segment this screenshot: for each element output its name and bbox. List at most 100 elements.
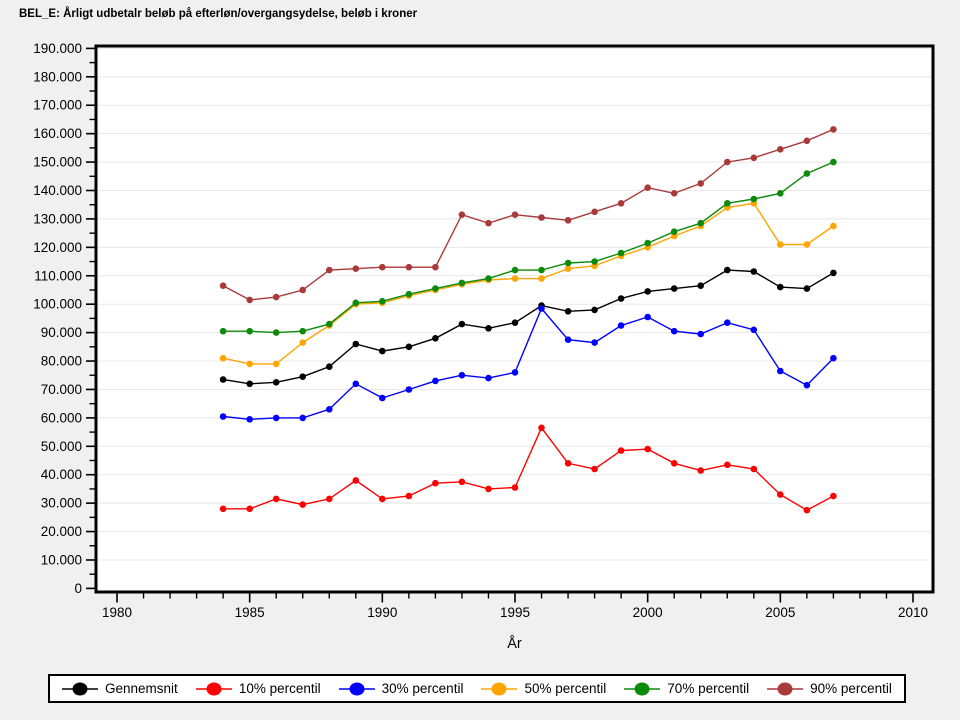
data-point <box>458 371 466 379</box>
series-30-percentil <box>219 305 837 423</box>
series-line-30-percentil <box>223 307 834 421</box>
line-chart-plot: 0 10.000 20.000 30.000 40.000 50.000 60.000 70.… <box>33 41 935 652</box>
data-point <box>299 327 307 335</box>
data-point <box>299 286 307 294</box>
y-tick-label: 190.000 <box>33 41 82 56</box>
y-tick-label: 140.000 <box>33 183 82 198</box>
data-point <box>405 290 413 298</box>
data-point <box>219 505 227 513</box>
data-point <box>326 406 333 413</box>
data-point <box>219 282 227 290</box>
legend-marker-icon <box>195 682 232 695</box>
series-line-50-percentil <box>222 202 834 365</box>
data-point <box>591 465 598 473</box>
y-tick-label: 60.000 <box>41 410 82 425</box>
data-point <box>777 491 784 498</box>
data-point <box>352 380 360 388</box>
data-point <box>458 211 466 218</box>
data-point <box>246 505 253 513</box>
data-point <box>485 275 492 282</box>
series-line-gennemsnit <box>222 269 834 385</box>
data-point <box>326 266 333 274</box>
y-tick-label: 120.000 <box>33 240 82 255</box>
data-point <box>830 492 837 500</box>
data-point <box>777 146 784 153</box>
y-tick-label: 30.000 <box>41 496 82 511</box>
data-point <box>803 137 811 145</box>
y-tick-label: 10.000 <box>41 552 82 567</box>
legend-item-50-percentil: 50% percentil <box>481 680 606 698</box>
data-point <box>670 190 678 197</box>
data-point <box>617 322 625 329</box>
data-point <box>299 414 307 422</box>
data-point <box>432 335 439 342</box>
data-point <box>670 327 678 335</box>
y-tick-label: 40.000 <box>41 467 82 482</box>
data-point <box>670 285 678 292</box>
data-point <box>538 266 545 274</box>
data-point <box>458 279 466 287</box>
data-point <box>432 479 439 487</box>
data-point <box>485 219 492 227</box>
legend-label: 70% percentil <box>667 681 750 696</box>
data-point <box>246 416 253 423</box>
data-point <box>272 379 280 386</box>
legend: Gennemsnit 10% percentil 30% percentil 50% … <box>48 674 906 703</box>
data-point <box>352 299 360 307</box>
series-line-70-percentil <box>223 161 834 334</box>
data-point <box>564 308 572 315</box>
data-point <box>219 376 227 383</box>
data-point <box>644 313 651 321</box>
data-point <box>697 467 704 474</box>
data-point <box>379 495 386 503</box>
data-point <box>458 320 466 328</box>
legend-label: 30% percentil <box>381 681 464 696</box>
data-point <box>777 283 784 291</box>
x-axis-title: År <box>507 635 522 652</box>
y-tick-label: 110.000 <box>34 268 82 283</box>
data-point <box>405 386 413 393</box>
data-point <box>803 381 811 389</box>
data-point <box>432 263 439 271</box>
legend-label: 90% percentil <box>810 681 892 696</box>
y-tick-label: 90.000 <box>41 325 82 340</box>
data-point <box>326 363 333 371</box>
data-point <box>326 495 333 503</box>
data-point <box>564 217 572 224</box>
plot-background <box>96 46 933 592</box>
data-point <box>591 208 598 216</box>
legend-item-70-percentil: 70% percentil <box>624 680 749 698</box>
data-point <box>697 180 704 187</box>
data-point <box>591 306 598 314</box>
data-point <box>617 249 625 257</box>
y-tick-label: 130.000 <box>33 211 82 226</box>
data-point <box>591 258 598 265</box>
data-point <box>644 239 651 247</box>
data-point <box>750 154 758 162</box>
data-point <box>830 354 837 362</box>
data-point <box>617 200 625 207</box>
data-point <box>299 501 307 508</box>
y-tick-label: 170.000 <box>33 98 82 113</box>
data-point <box>485 325 492 332</box>
y-tick-label: 150.000 <box>33 155 82 170</box>
data-point <box>538 275 545 282</box>
data-point <box>246 380 253 388</box>
legend-label: 10% percentil <box>238 681 321 696</box>
gridlines <box>97 47 932 561</box>
data-point <box>538 424 545 432</box>
series-70-percentil <box>219 158 837 336</box>
data-point <box>830 126 837 133</box>
series-line-10-percentil <box>223 426 834 512</box>
data-point <box>405 263 413 271</box>
series-gennemsnit <box>219 266 837 388</box>
y-tick-label: 20.000 <box>41 524 82 539</box>
y-tick-label: 80.000 <box>41 354 82 369</box>
data-point <box>803 506 811 514</box>
data-point <box>432 285 439 292</box>
data-point <box>564 460 572 467</box>
data-point <box>219 327 227 335</box>
data-point <box>272 293 280 301</box>
x-tick-label: 1995 <box>500 605 530 620</box>
data-point <box>803 285 811 292</box>
